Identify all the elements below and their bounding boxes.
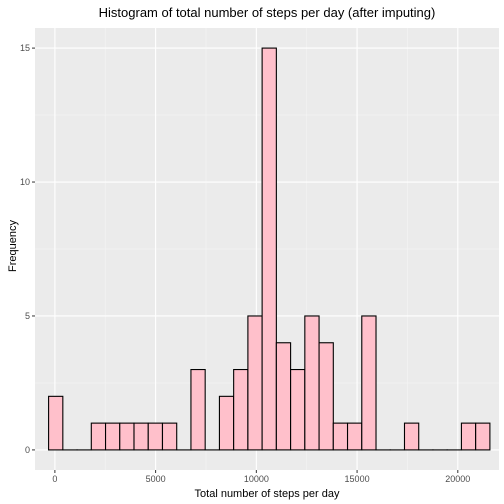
- x-tick-label: 15000: [345, 474, 370, 484]
- chart-title: Histogram of total number of steps per d…: [99, 5, 436, 20]
- y-tick-label: 10: [20, 177, 30, 187]
- histogram-bar: [133, 422, 149, 451]
- histogram-bar: [475, 422, 491, 451]
- histogram-bar: [119, 422, 135, 451]
- histogram-bar: [290, 368, 306, 451]
- x-axis-title: Total number of steps per day: [195, 488, 340, 500]
- x-tick-label: 5000: [146, 474, 166, 484]
- y-tick-label: 0: [25, 445, 30, 455]
- histogram-bar: [261, 47, 277, 451]
- histogram-bar: [233, 368, 249, 451]
- histogram-bar: [190, 368, 206, 451]
- y-tick-label: 15: [20, 43, 30, 53]
- x-axis-ticks: 0 5000 10000 15000 20000: [52, 470, 470, 484]
- histogram-bar: [90, 422, 107, 451]
- histogram-bar: [161, 422, 178, 451]
- y-tick-label: 5: [25, 311, 30, 321]
- histogram-bar: [403, 422, 420, 451]
- histogram-bar: [318, 342, 334, 451]
- histogram-bar: [147, 422, 164, 451]
- histogram-bars: [48, 47, 491, 451]
- y-axis-title: Frequency: [7, 220, 19, 272]
- histogram-bar: [304, 315, 320, 451]
- histogram-bar: [48, 395, 64, 451]
- x-tick-label: 0: [52, 474, 57, 484]
- histogram-bar: [460, 422, 477, 451]
- x-tick-label: 10000: [244, 474, 269, 484]
- histogram-bar: [361, 315, 377, 451]
- histogram-bar: [332, 422, 349, 451]
- histogram-bar: [218, 395, 235, 451]
- histogram-bar: [104, 422, 121, 451]
- x-tick-label: 20000: [445, 474, 470, 484]
- histogram-bar: [247, 315, 263, 451]
- y-axis-ticks: 0 5 10 15: [20, 43, 35, 455]
- histogram-bar: [346, 422, 363, 451]
- histogram-bar: [275, 342, 292, 451]
